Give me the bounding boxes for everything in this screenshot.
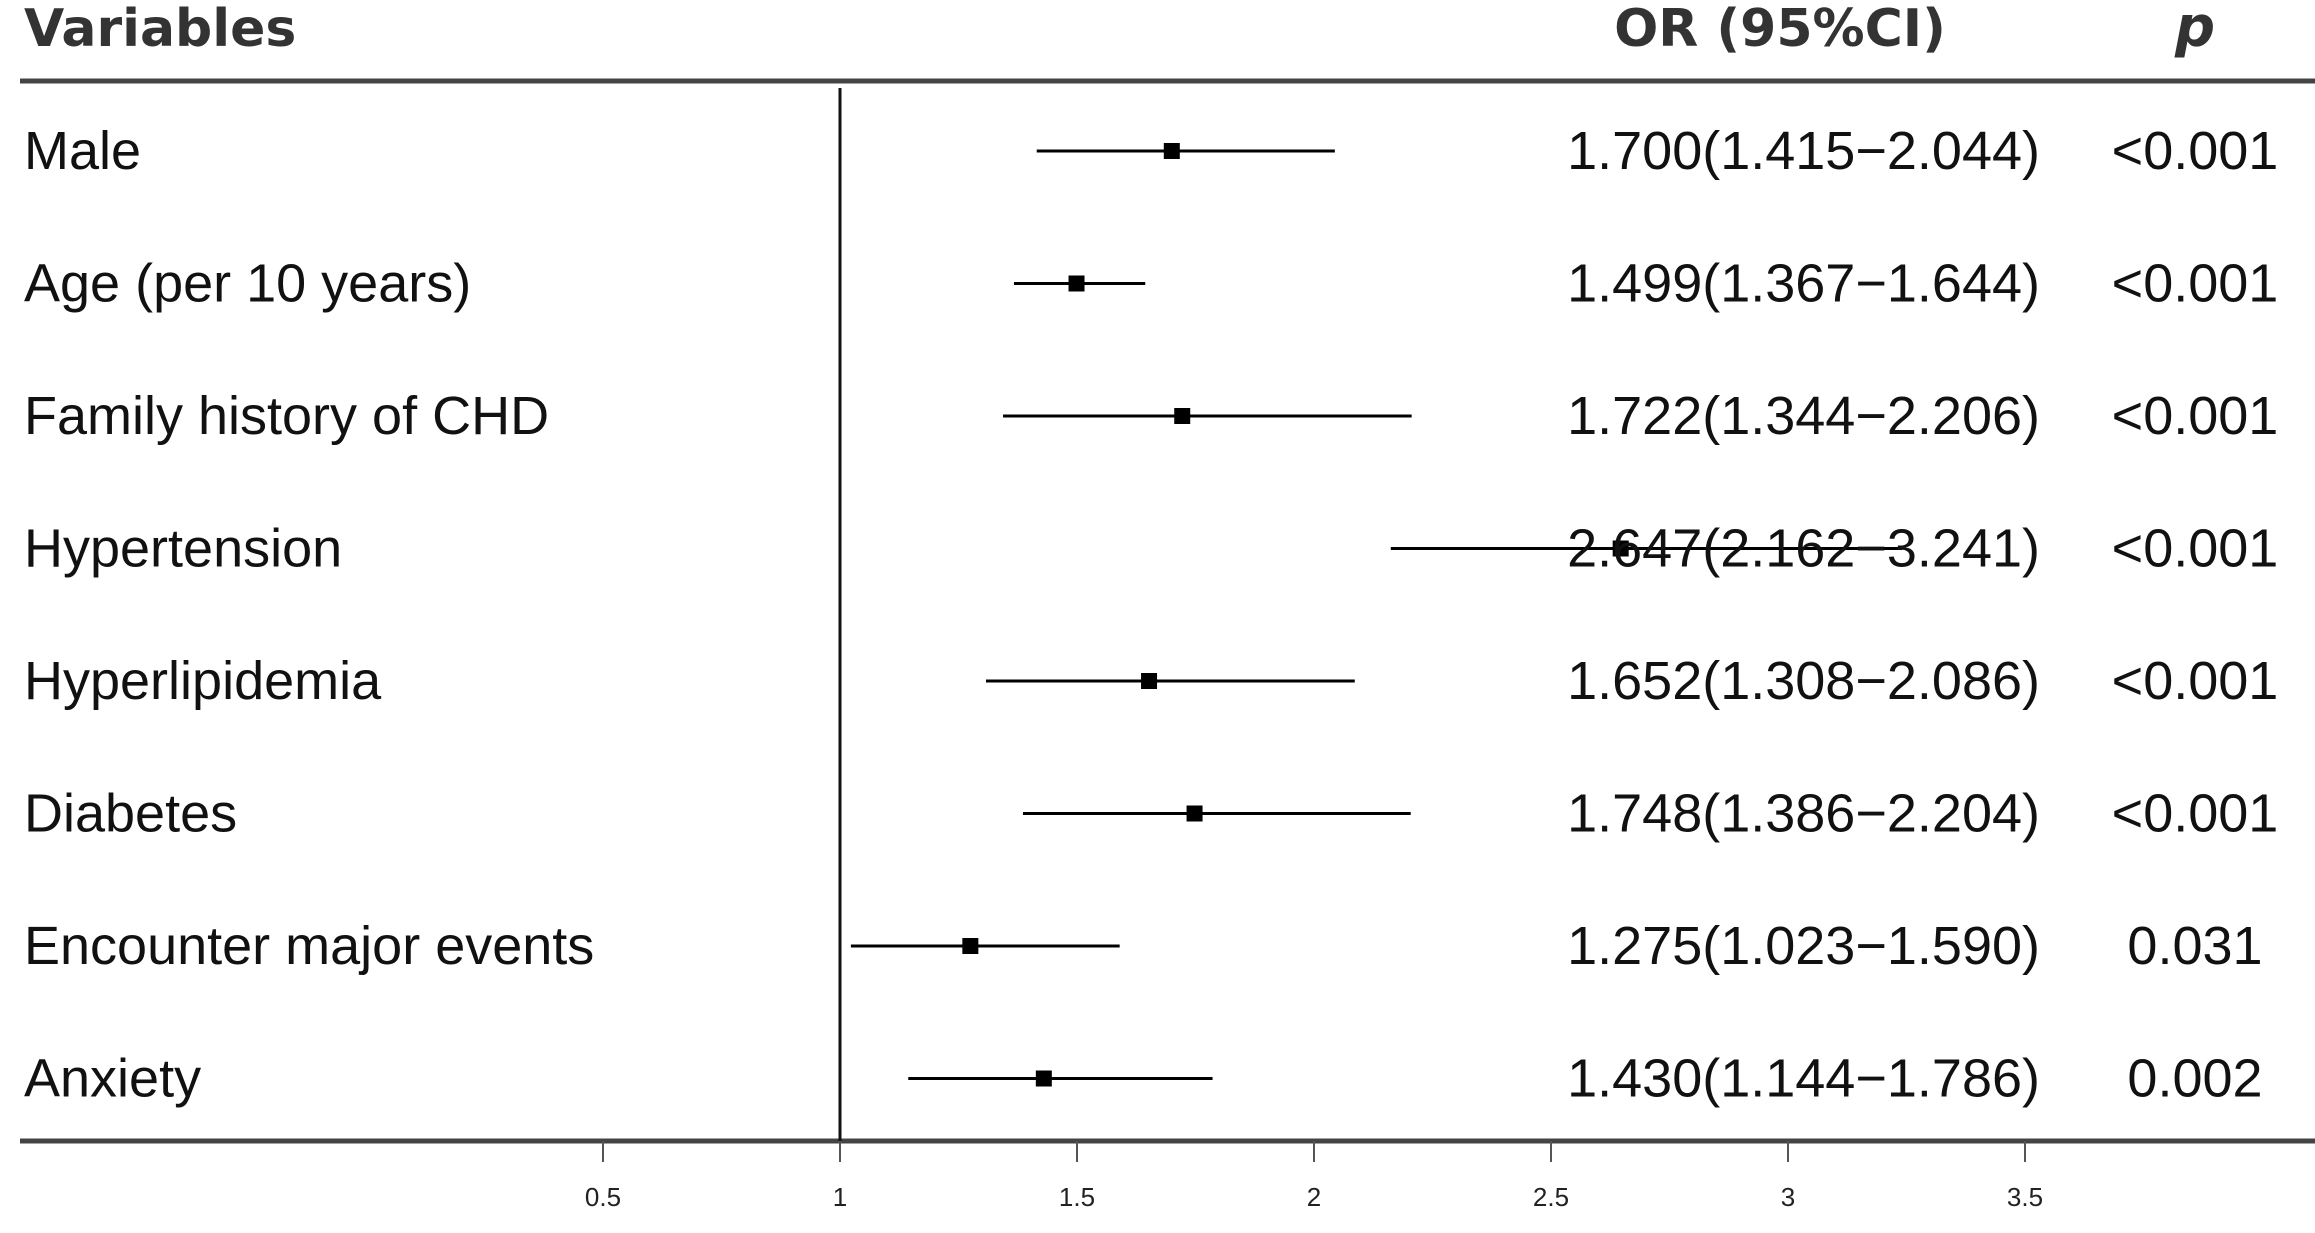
forest-row: Hypertension 2.647(2.162−3.241) <0.001: [24, 519, 2278, 579]
or-point: [1068, 275, 1085, 292]
forest-row: Hyperlipidemia 1.652(1.308−2.086) <0.001: [24, 651, 2278, 711]
header-p: p: [2174, 0, 2215, 60]
or-point: [962, 938, 979, 954]
x-tick-label: 1.5: [1059, 1182, 1095, 1212]
or-point: [1141, 673, 1158, 689]
x-tick-label: 1: [833, 1182, 847, 1212]
p-value: <0.001: [2112, 254, 2279, 314]
forest-row: Diabetes 1.748(1.386−2.204) <0.001: [24, 784, 2278, 844]
or-ci-text: 1.275(1.023−1.590): [1567, 916, 2040, 976]
forest-row: Encounter major events 1.275(1.023−1.590)…: [24, 916, 2263, 976]
row-label: Hyperlipidemia: [24, 651, 382, 711]
x-tick-label: 2.5: [1533, 1182, 1569, 1212]
or-ci-text: 1.430(1.144−1.786): [1567, 1049, 2040, 1109]
or-ci-text: 2.647(2.162−3.241): [1567, 519, 2040, 579]
or-ci-text: 1.700(1.415−2.044): [1567, 121, 2040, 181]
forest-row: Male 1.700(1.415−2.044) <0.001: [24, 121, 2278, 181]
or-point: [1174, 408, 1191, 424]
header-variables: Variables: [24, 0, 296, 59]
row-label: Male: [24, 121, 141, 181]
or-point: [1035, 1070, 1052, 1087]
x-tick-label: 3.5: [2007, 1182, 2043, 1212]
p-value: <0.001: [2112, 121, 2279, 181]
or-point: [1612, 540, 1629, 557]
row-label: Diabetes: [24, 784, 237, 844]
row-label: Anxiety: [24, 1049, 201, 1109]
p-value: <0.001: [2112, 519, 2279, 579]
p-value: <0.001: [2112, 651, 2279, 711]
forest-row: Anxiety 1.430(1.144−1.786) 0.002: [24, 1049, 2263, 1109]
p-value: <0.001: [2112, 386, 2279, 446]
row-label: Age (per 10 years): [24, 254, 471, 314]
x-tick-label: 0.5: [585, 1182, 621, 1212]
p-value: <0.001: [2112, 784, 2279, 844]
p-value: 0.031: [2127, 916, 2262, 976]
x-axis-ticks: 0.5 1 1.5 2 2.5 3 3.5: [585, 1141, 2043, 1212]
or-ci-text: 1.499(1.367−1.644): [1567, 254, 2040, 314]
row-label: Encounter major events: [24, 916, 594, 976]
forest-row: Family history of CHD 1.722(1.344−2.206) <…: [24, 386, 2278, 446]
or-ci-text: 1.722(1.344−2.206): [1567, 386, 2040, 446]
row-label: Family history of CHD: [24, 386, 549, 446]
p-value: 0.002: [2127, 1049, 2262, 1109]
row-label: Hypertension: [24, 519, 342, 579]
or-point: [1186, 805, 1203, 822]
or-point: [1163, 143, 1180, 159]
x-tick-label: 2: [1307, 1182, 1321, 1212]
x-tick-label: 3: [1781, 1182, 1795, 1212]
header-or-ci: OR (95%CI): [1614, 0, 1946, 59]
or-ci-text: 1.652(1.308−2.086): [1567, 651, 2040, 711]
forest-row: Age (per 10 years) 1.499(1.367−1.644) <0.0…: [24, 254, 2278, 314]
or-ci-text: 1.748(1.386−2.204): [1567, 784, 2040, 844]
